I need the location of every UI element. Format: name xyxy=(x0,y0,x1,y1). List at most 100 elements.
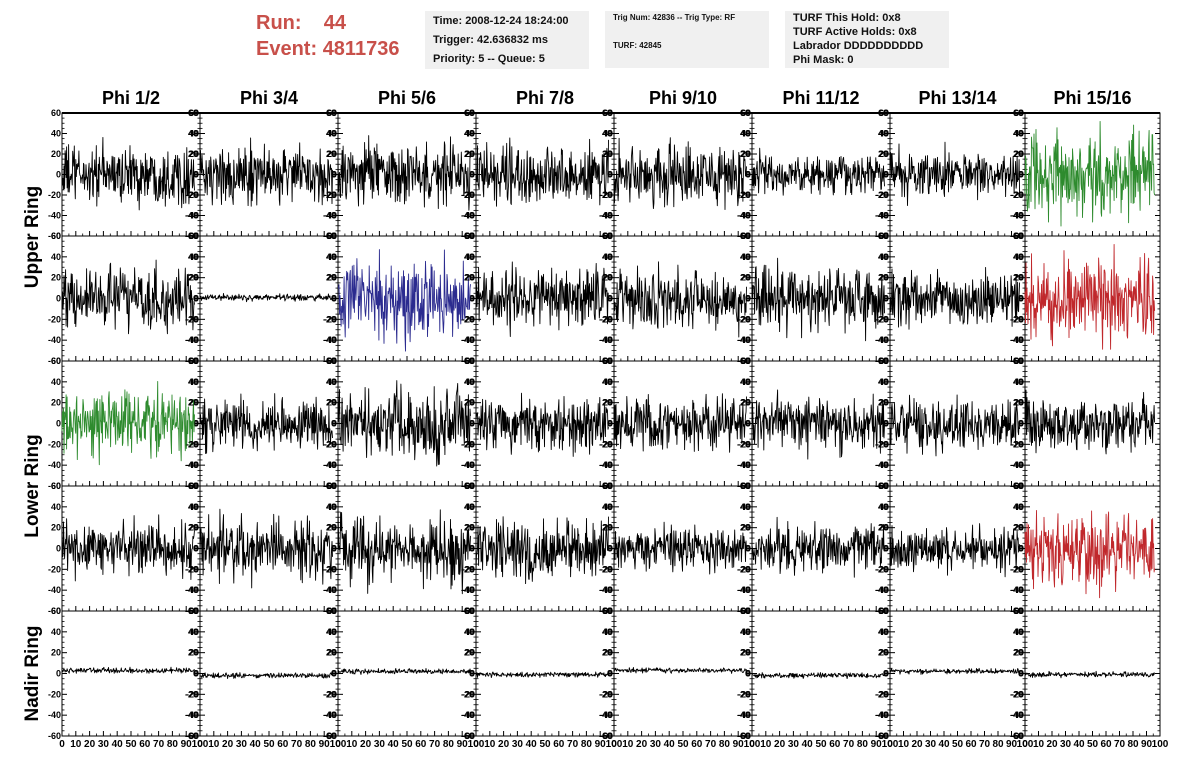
x-tick-label: 90 xyxy=(457,739,469,750)
y-tick-label: -40 xyxy=(600,335,613,345)
y-tick-label: 0 xyxy=(1019,419,1024,429)
y-tick-label: 60 xyxy=(51,606,61,616)
y-tick-label: 60 xyxy=(603,108,613,118)
y-tick-label: -40 xyxy=(185,211,198,221)
ring-label: Nadir Ring xyxy=(22,625,43,721)
y-tick-label: 0 xyxy=(745,544,750,554)
y-tick-label: 60 xyxy=(741,108,751,118)
y-tick-label: -40 xyxy=(324,460,337,470)
y-tick-label: -40 xyxy=(185,335,198,345)
x-tick-label: 30 xyxy=(1060,739,1072,750)
y-tick-label: 0 xyxy=(745,294,750,304)
y-tick-label: 40 xyxy=(465,502,475,512)
x-tick-label: 50 xyxy=(815,739,827,750)
x-tick-label: 70 xyxy=(153,739,165,750)
y-tick-label: 60 xyxy=(1014,356,1024,366)
y-tick-label: 40 xyxy=(1013,252,1023,262)
y-tick-label: 40 xyxy=(51,252,61,262)
y-tick-label: -20 xyxy=(737,314,750,324)
y-tick-label: 60 xyxy=(879,481,889,491)
y-tick-label: 60 xyxy=(879,356,889,366)
y-tick-label: 60 xyxy=(51,481,61,491)
y-tick-label: 20 xyxy=(465,149,475,159)
x-tick-label: 30 xyxy=(98,739,110,750)
y-tick-label: 0 xyxy=(1018,170,1023,180)
x-tick-label: 40 xyxy=(1073,739,1085,750)
y-tick-label: 20 xyxy=(464,398,474,408)
y-tick-label: -20 xyxy=(462,689,475,699)
y-tick-label: 60 xyxy=(1013,231,1023,241)
x-tick-label: 90 xyxy=(1141,739,1153,750)
y-tick-label: -40 xyxy=(1011,460,1024,470)
column-title: Phi 9/10 xyxy=(649,88,717,108)
x-tick-label: 60 xyxy=(829,739,841,750)
y-tick-label: 20 xyxy=(741,398,751,408)
y-tick-label: 60 xyxy=(740,231,750,241)
x-tick-label: 50 xyxy=(952,739,964,750)
waveform-trace xyxy=(1024,120,1156,227)
y-tick-label: 40 xyxy=(603,252,613,262)
y-tick-label: 40 xyxy=(602,627,612,637)
y-tick-label: 60 xyxy=(51,231,61,241)
y-tick-label: 0 xyxy=(1018,294,1023,304)
y-tick-label: 60 xyxy=(740,606,750,616)
y-tick-label: 60 xyxy=(327,356,337,366)
x-tick-label: 80 xyxy=(443,739,455,750)
y-tick-label: -20 xyxy=(876,564,889,574)
y-tick-label: -20 xyxy=(324,564,337,574)
turf-info-box: TURF This Hold: 0x8 TURF Active Holds: 0… xyxy=(785,11,949,68)
y-tick-label: -40 xyxy=(185,460,198,470)
y-tick-label: 60 xyxy=(465,606,475,616)
y-tick-label: 40 xyxy=(1013,129,1023,139)
y-tick-label: 20 xyxy=(189,398,199,408)
y-tick-label: -60 xyxy=(876,731,889,741)
y-tick-label: 20 xyxy=(879,523,889,533)
y-tick-label: -60 xyxy=(48,481,61,491)
y-tick-label: 40 xyxy=(465,129,475,139)
y-tick-label: 60 xyxy=(879,108,889,118)
y-tick-label: 60 xyxy=(602,606,612,616)
y-tick-label: -20 xyxy=(737,439,750,449)
waveform-trace xyxy=(889,394,1021,457)
x-tick-label: 70 xyxy=(291,739,303,750)
y-tick-label: 40 xyxy=(602,129,612,139)
y-tick-label: -20 xyxy=(48,689,61,699)
x-tick-label: 90 xyxy=(733,739,745,750)
x-tick-label: 40 xyxy=(526,739,538,750)
waveform-trace xyxy=(475,261,609,337)
x-tick-label: 80 xyxy=(581,739,593,750)
y-tick-label: -60 xyxy=(48,731,61,741)
y-tick-label: -60 xyxy=(875,731,888,741)
waveform-trace xyxy=(1024,670,1156,679)
y-tick-label: 0 xyxy=(745,419,750,429)
y-tick-label: 0 xyxy=(884,669,889,679)
y-tick-label: 40 xyxy=(740,377,750,387)
y-tick-label: -40 xyxy=(324,335,337,345)
event-label-text: Event: xyxy=(256,38,318,60)
y-tick-label: 20 xyxy=(1014,273,1024,283)
y-tick-label: -40 xyxy=(186,335,199,345)
waveform-trace xyxy=(751,389,885,460)
y-tick-label: -40 xyxy=(737,710,750,720)
y-tick-label: 0 xyxy=(746,170,751,180)
y-tick-label: 20 xyxy=(740,149,750,159)
x-tick-label: 10 xyxy=(484,739,496,750)
y-tick-label: 60 xyxy=(326,356,336,366)
x-tick-label: 50 xyxy=(539,739,551,750)
y-tick-label: 20 xyxy=(1013,523,1023,533)
y-tick-label: 0 xyxy=(883,419,888,429)
y-tick-label: 40 xyxy=(1013,627,1023,637)
y-tick-label: 60 xyxy=(464,108,474,118)
turf-hold-text: TURF This Hold: 0x8 xyxy=(793,12,901,24)
column-title: Phi 1/2 xyxy=(102,88,160,108)
phi-mask-text: Phi Mask: 0 xyxy=(793,54,854,66)
x-tick-label: 40 xyxy=(112,739,124,750)
y-tick-label: 20 xyxy=(51,523,61,533)
y-tick-label: 60 xyxy=(741,356,751,366)
y-tick-label: -40 xyxy=(599,460,612,470)
y-tick-label: 60 xyxy=(602,481,612,491)
